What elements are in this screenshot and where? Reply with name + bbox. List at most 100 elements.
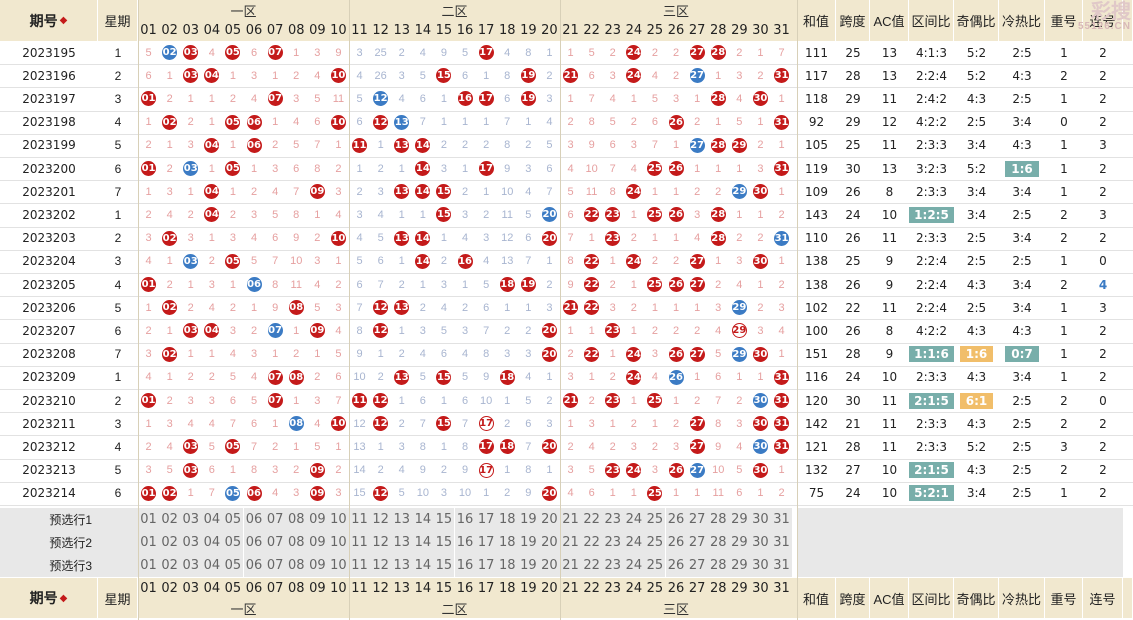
pick-number-cell[interactable]: 24 bbox=[623, 531, 645, 554]
pick-number-cell[interactable]: 15 bbox=[433, 531, 455, 554]
pick-number-cell[interactable]: 08 bbox=[285, 531, 307, 554]
pick-number-cell[interactable]: 31 bbox=[771, 554, 793, 577]
pick-number-cell[interactable]: 02 bbox=[159, 508, 181, 531]
pick-number-cell[interactable]: 16 bbox=[454, 531, 476, 554]
pick-number-cell[interactable]: 25 bbox=[644, 508, 666, 531]
pick-number-cell[interactable]: 16 bbox=[454, 508, 476, 531]
pick-number-cell[interactable]: 14 bbox=[412, 554, 434, 577]
pick-number-cell[interactable]: 09 bbox=[306, 554, 328, 577]
pick-number-cell[interactable]: 07 bbox=[264, 554, 286, 577]
pick-number-cell[interactable]: 05 bbox=[222, 554, 244, 577]
pick-number-cell[interactable]: 13 bbox=[391, 531, 413, 554]
pick-number-cell[interactable]: 21 bbox=[560, 554, 582, 577]
pick-number-cell[interactable]: 03 bbox=[180, 508, 202, 531]
sort-icon[interactable]: ◆ bbox=[59, 592, 68, 604]
pick-number-cell[interactable]: 22 bbox=[581, 531, 603, 554]
pick-number-cell[interactable]: 12 bbox=[370, 508, 392, 531]
pick-number-cell[interactable]: 31 bbox=[771, 508, 793, 531]
sort-icon[interactable]: ◆ bbox=[59, 15, 68, 26]
pick-number-cell[interactable]: 15 bbox=[433, 554, 455, 577]
pick-number-cell[interactable]: 09 bbox=[306, 531, 328, 554]
pick-number-cell[interactable]: 10 bbox=[327, 554, 349, 577]
pick-number-cell[interactable]: 17 bbox=[475, 531, 497, 554]
pick-number-cell[interactable]: 27 bbox=[686, 508, 708, 531]
pick-number-cell[interactable]: 19 bbox=[517, 508, 539, 531]
pick-number-cell[interactable]: 07 bbox=[264, 508, 286, 531]
pick-number-cell[interactable]: 03 bbox=[180, 554, 202, 577]
pick-number-cell[interactable]: 04 bbox=[201, 531, 223, 554]
pick-number-cell[interactable]: 02 bbox=[159, 554, 181, 577]
pick-number-cell[interactable]: 26 bbox=[665, 531, 687, 554]
pick-number-cell[interactable]: 27 bbox=[686, 554, 708, 577]
issue-header[interactable]: 期号 ◆ bbox=[0, 0, 98, 41]
pick-number-cell[interactable]: 14 bbox=[412, 531, 434, 554]
pick-number-cell[interactable]: 30 bbox=[749, 531, 771, 554]
pick-number-cell[interactable]: 11 bbox=[349, 554, 371, 577]
pick-number-cell[interactable]: 26 bbox=[665, 554, 687, 577]
pick-number-cell[interactable]: 01 bbox=[138, 508, 160, 531]
pick-number-cell[interactable]: 07 bbox=[264, 531, 286, 554]
pick-number-cell[interactable]: 04 bbox=[201, 554, 223, 577]
pick-number-cell[interactable]: 28 bbox=[707, 508, 729, 531]
pick-number-cell[interactable]: 18 bbox=[496, 554, 518, 577]
number-cell: 10 bbox=[328, 227, 349, 250]
pick-number-cell[interactable]: 24 bbox=[623, 554, 645, 577]
pick-number-cell[interactable]: 22 bbox=[581, 554, 603, 577]
pick-number-cell[interactable]: 20 bbox=[538, 554, 560, 577]
pick-number-cell[interactable]: 10 bbox=[327, 531, 349, 554]
pick-number-cell[interactable]: 12 bbox=[370, 554, 392, 577]
pick-number-cell[interactable]: 24 bbox=[623, 508, 645, 531]
pick-number-cell[interactable]: 23 bbox=[602, 554, 624, 577]
pick-number-cell[interactable]: 06 bbox=[243, 554, 265, 577]
issue-footer[interactable]: 期号 ◆ bbox=[0, 578, 98, 618]
pick-number-cell[interactable]: 29 bbox=[728, 508, 750, 531]
pick-number-cell[interactable]: 19 bbox=[517, 531, 539, 554]
pick-number-cell[interactable]: 16 bbox=[454, 554, 476, 577]
pick-number-cell[interactable]: 28 bbox=[707, 554, 729, 577]
pick-number-cell[interactable]: 29 bbox=[728, 531, 750, 554]
stat-value: 118 bbox=[805, 91, 828, 106]
pick-number-cell[interactable]: 21 bbox=[560, 508, 582, 531]
pick-number-cell[interactable]: 03 bbox=[180, 531, 202, 554]
pick-number-cell[interactable]: 10 bbox=[327, 508, 349, 531]
pick-number-cell[interactable]: 17 bbox=[475, 554, 497, 577]
pick-number-cell[interactable]: 15 bbox=[433, 508, 455, 531]
pick-number-cell[interactable]: 08 bbox=[285, 508, 307, 531]
pick-number-cell[interactable]: 08 bbox=[285, 554, 307, 577]
pick-number-cell[interactable]: 05 bbox=[222, 531, 244, 554]
pick-number-cell[interactable]: 22 bbox=[581, 508, 603, 531]
pick-number-cell[interactable]: 04 bbox=[201, 508, 223, 531]
pick-number-cell[interactable]: 06 bbox=[243, 531, 265, 554]
pick-number-cell[interactable]: 18 bbox=[496, 508, 518, 531]
pick-number-cell[interactable]: 01 bbox=[138, 554, 160, 577]
pick-number-cell[interactable]: 23 bbox=[602, 508, 624, 531]
pick-number-cell[interactable]: 19 bbox=[517, 554, 539, 577]
pick-number-cell[interactable]: 05 bbox=[222, 508, 244, 531]
pick-number-cell[interactable]: 27 bbox=[686, 531, 708, 554]
pick-number-cell[interactable]: 02 bbox=[159, 531, 181, 554]
pick-number-cell[interactable]: 21 bbox=[560, 531, 582, 554]
number-cell: 1 bbox=[504, 301, 511, 314]
pick-number-cell[interactable]: 20 bbox=[538, 508, 560, 531]
pick-number-cell[interactable]: 26 bbox=[665, 508, 687, 531]
pick-number-cell[interactable]: 01 bbox=[138, 531, 160, 554]
pick-number-cell[interactable]: 14 bbox=[412, 508, 434, 531]
pick-number-cell[interactable]: 31 bbox=[771, 531, 793, 554]
pick-number-cell[interactable]: 23 bbox=[602, 531, 624, 554]
pick-number-cell[interactable]: 25 bbox=[644, 531, 666, 554]
pick-number-cell[interactable]: 11 bbox=[349, 508, 371, 531]
pick-number-cell[interactable]: 28 bbox=[707, 531, 729, 554]
pick-number-cell[interactable]: 06 bbox=[243, 508, 265, 531]
pick-number-cell[interactable]: 18 bbox=[496, 531, 518, 554]
pick-number-cell[interactable]: 13 bbox=[391, 508, 413, 531]
pick-number-cell[interactable]: 12 bbox=[370, 531, 392, 554]
pick-number-cell[interactable]: 25 bbox=[644, 554, 666, 577]
pick-number-cell[interactable]: 11 bbox=[349, 531, 371, 554]
pick-number-cell[interactable]: 13 bbox=[391, 554, 413, 577]
pick-number-cell[interactable]: 17 bbox=[475, 508, 497, 531]
pick-number-cell[interactable]: 20 bbox=[538, 531, 560, 554]
pick-number-cell[interactable]: 09 bbox=[306, 508, 328, 531]
pick-number-cell[interactable]: 30 bbox=[749, 508, 771, 531]
pick-number-cell[interactable]: 29 bbox=[728, 554, 750, 577]
pick-number-cell[interactable]: 30 bbox=[749, 554, 771, 577]
